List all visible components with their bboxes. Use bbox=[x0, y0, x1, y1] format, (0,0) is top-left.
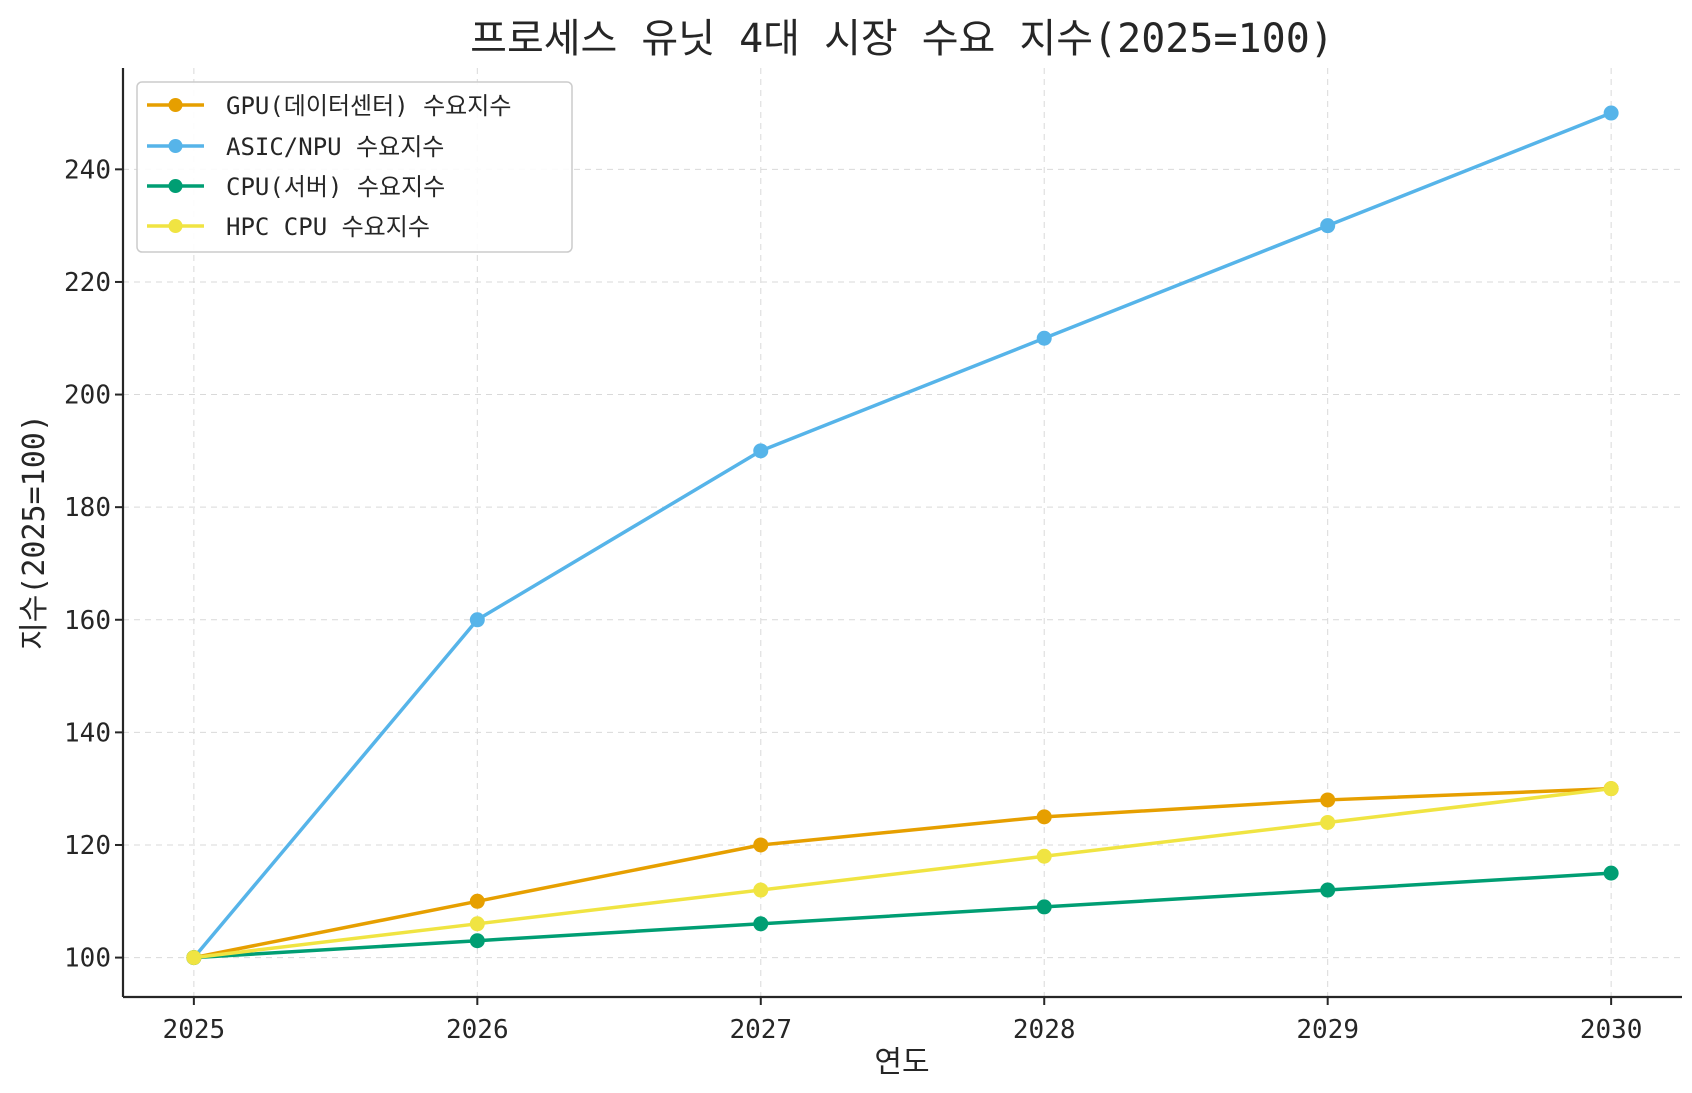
y-axis-label: 지수(2025=100) bbox=[17, 414, 52, 650]
x-axis-label: 연도 bbox=[874, 1045, 929, 1080]
legend-label-hpc: HPC CPU 수요지수 bbox=[226, 213, 430, 241]
legend-item-hpc: HPC CPU 수요지수 bbox=[147, 213, 430, 241]
series-1-point-2026 bbox=[469, 612, 485, 628]
x-tick-label-2028: 2028 bbox=[1013, 1015, 1076, 1045]
ticks: 2025 2026 2027 2028 2029 2030 100 120 140 160 180 2… bbox=[64, 155, 1642, 1045]
series-2-point-2027 bbox=[753, 916, 769, 932]
series-1-point-2028 bbox=[1036, 330, 1052, 346]
series-3 bbox=[186, 781, 1619, 966]
legend-frame bbox=[136, 81, 573, 253]
axes bbox=[121, 68, 1682, 999]
legend: GPU(데이터센터) 수요지수 ASIC/NPU 수요지수 CPU(서버) 수요… bbox=[136, 81, 573, 253]
y-tick-label-180: 180 bbox=[64, 493, 111, 523]
series-2-point-2028 bbox=[1036, 899, 1052, 915]
series-1-point-2030 bbox=[1603, 105, 1619, 121]
series-2-point-2030 bbox=[1603, 865, 1619, 881]
legend-item-gpu: GPU(데이터센터) 수요지수 bbox=[147, 92, 511, 120]
x-tick-label-2025: 2025 bbox=[163, 1015, 226, 1045]
x-tick-label-2030: 2030 bbox=[1580, 1015, 1643, 1045]
y-tick-label-140: 140 bbox=[64, 718, 111, 748]
y-tick-label-120: 120 bbox=[64, 831, 111, 861]
y-tick-label-240: 240 bbox=[64, 155, 111, 185]
chart-title: 프로세스 유닛 4대 시장 수요 지수(2025=100) bbox=[470, 16, 1334, 62]
series-0-point-2027 bbox=[753, 837, 769, 853]
legend-marker-cpu bbox=[168, 179, 183, 193]
grid bbox=[123, 68, 1682, 997]
legend-label-gpu: GPU(데이터센터) 수요지수 bbox=[226, 92, 511, 120]
legend-marker-hpc bbox=[168, 219, 183, 233]
legend-item-asic: ASIC/NPU 수요지수 bbox=[147, 133, 444, 161]
series-line-3 bbox=[192, 786, 1613, 960]
series-3-point-2026 bbox=[469, 916, 485, 932]
series-1-point-2029 bbox=[1320, 218, 1336, 234]
series-1-point-2027 bbox=[753, 443, 769, 459]
legend-label-asic: ASIC/NPU 수요지수 bbox=[226, 133, 444, 161]
legend-marker-asic bbox=[168, 139, 183, 153]
series-2 bbox=[186, 865, 1619, 966]
series-0-point-2029 bbox=[1320, 792, 1336, 808]
legend-marker-gpu bbox=[168, 98, 183, 112]
series-line-0 bbox=[192, 786, 1613, 960]
series-3-point-2028 bbox=[1036, 848, 1052, 864]
legend-label-cpu: CPU(서버) 수요지수 bbox=[226, 173, 445, 201]
series bbox=[186, 105, 1619, 966]
x-tick-label-2026: 2026 bbox=[446, 1015, 509, 1045]
series-2-point-2029 bbox=[1320, 882, 1336, 898]
y-tick-label-160: 160 bbox=[64, 606, 111, 636]
x-tick-label-2029: 2029 bbox=[1296, 1015, 1359, 1045]
series-0-point-2026 bbox=[469, 893, 485, 909]
series-3-point-2030 bbox=[1603, 781, 1619, 797]
x-tick-label-2027: 2027 bbox=[729, 1015, 792, 1045]
y-tick-label-100: 100 bbox=[64, 944, 111, 974]
series-2-point-2026 bbox=[469, 933, 485, 949]
legend-item-cpu: CPU(서버) 수요지수 bbox=[147, 173, 445, 201]
series-3-point-2027 bbox=[753, 882, 769, 898]
series-3-point-2025 bbox=[186, 950, 202, 966]
y-tick-label-220: 220 bbox=[64, 268, 111, 298]
series-line-2 bbox=[192, 871, 1613, 960]
series-0-point-2028 bbox=[1036, 809, 1052, 825]
series-line-1 bbox=[192, 111, 1613, 960]
y-tick-label-200: 200 bbox=[64, 381, 111, 411]
series-3-point-2029 bbox=[1320, 814, 1336, 830]
